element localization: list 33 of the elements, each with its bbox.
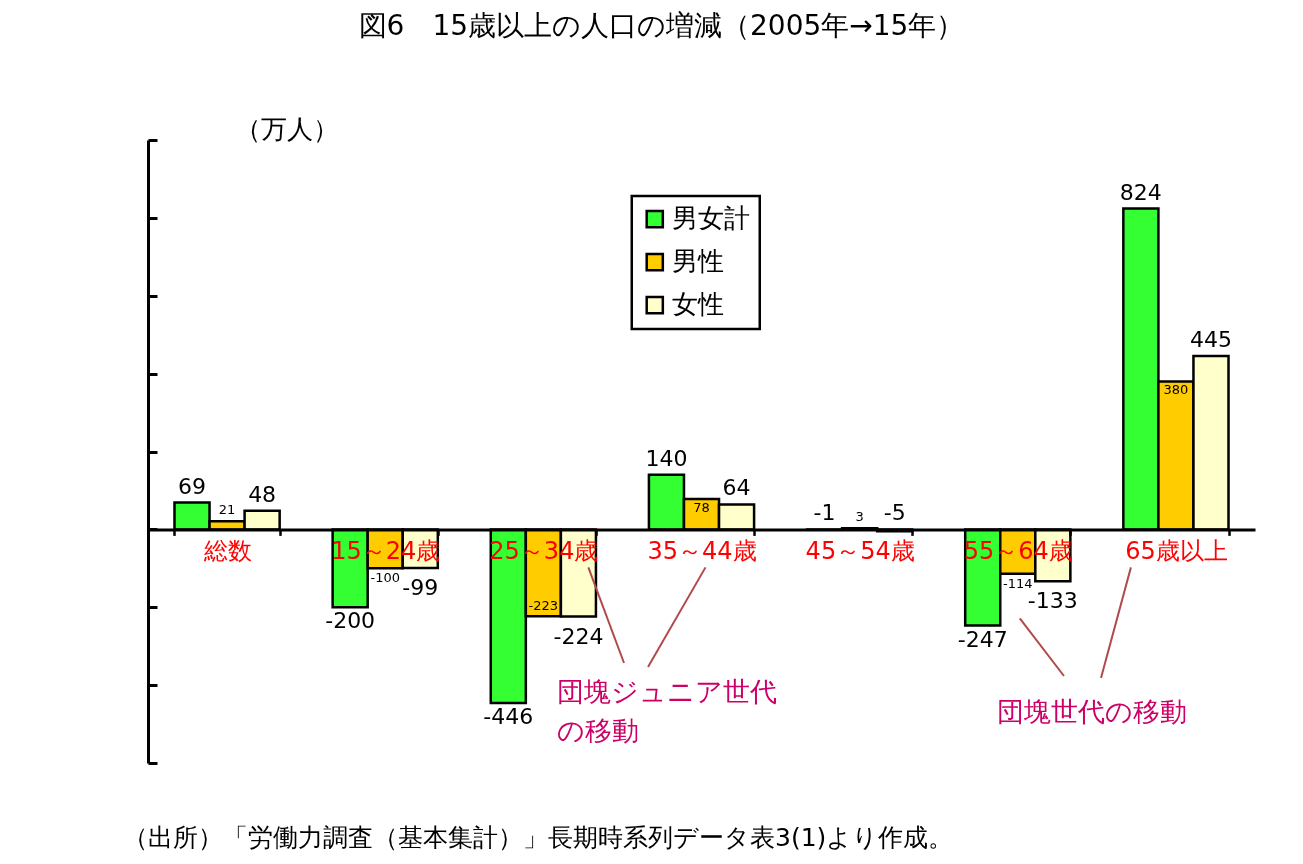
x-tick-label: 65歳以上 bbox=[1125, 536, 1228, 565]
data-label: 64 bbox=[722, 475, 751, 501]
data-label: -223 bbox=[528, 598, 559, 614]
data-label: -200 bbox=[325, 608, 376, 634]
data-label: 140 bbox=[645, 445, 688, 471]
data-label: 3 bbox=[855, 509, 864, 525]
chart-title: 図6 15歳以上の人口の増減（2005年→15年） bbox=[358, 9, 965, 42]
data-label: -99 bbox=[402, 574, 439, 600]
y-axis-title: （万人） bbox=[235, 114, 339, 144]
x-tick-label: 35～44歳 bbox=[647, 536, 757, 565]
data-label: -114 bbox=[1003, 575, 1033, 591]
data-label: 48 bbox=[248, 481, 277, 507]
annotation: 団塊ジュニア世代の移動 bbox=[557, 676, 777, 746]
data-label: 380 bbox=[1163, 382, 1189, 398]
data-label: 445 bbox=[1189, 327, 1232, 353]
legend-label: 男女計 bbox=[671, 203, 750, 234]
data-label: 78 bbox=[693, 500, 710, 515]
text: （出所）「労働力調査（基本集計）」長期時系列データ表3(1)より作成。 bbox=[123, 823, 954, 852]
x-tick-label: 45～54歳 bbox=[805, 536, 915, 565]
data-label: -133 bbox=[1027, 588, 1078, 614]
data-label: -100 bbox=[370, 570, 400, 586]
legend-label: 男性 bbox=[671, 246, 724, 277]
x-tick-label: 総数 bbox=[202, 536, 252, 565]
legend-label: 女性 bbox=[671, 289, 724, 320]
data-label: -247 bbox=[957, 626, 1008, 652]
data-label: 69 bbox=[178, 473, 207, 499]
data-label: -224 bbox=[553, 623, 604, 649]
data-label: -5 bbox=[883, 500, 906, 526]
data-label: -1 bbox=[813, 500, 836, 526]
data-label: 824 bbox=[1119, 179, 1162, 205]
annotation: 団塊世代の移動 bbox=[997, 696, 1187, 727]
data-label: -446 bbox=[483, 704, 534, 730]
data-label: 21 bbox=[218, 502, 236, 518]
